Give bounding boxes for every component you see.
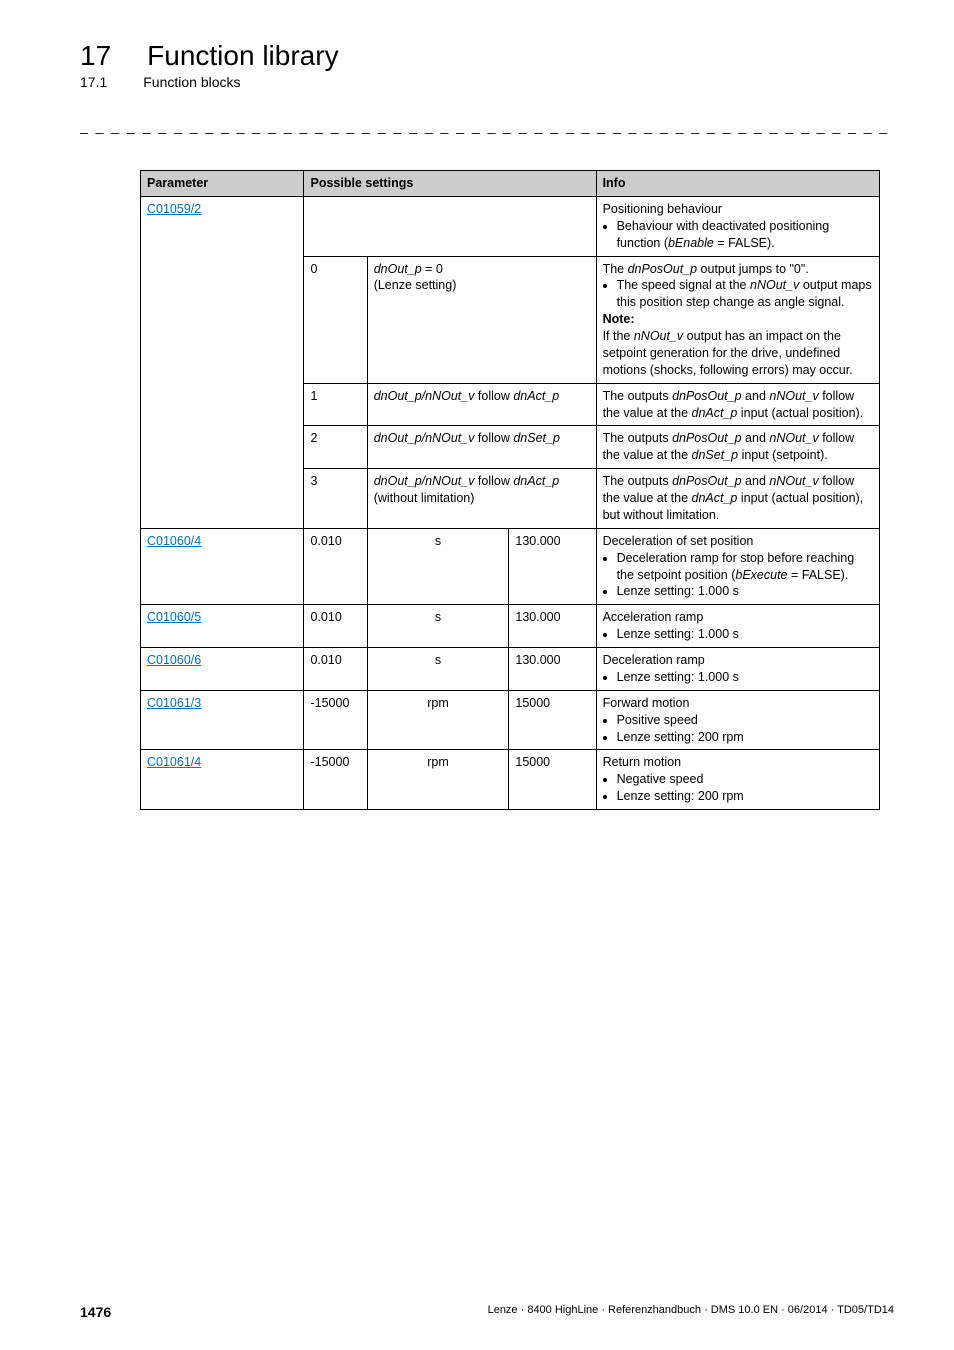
info-cell: The outputs dnPosOut_p and nNOut_v follo… xyxy=(596,426,879,469)
footer-meta: Lenze · 8400 HighLine · Referenzhandbuch… xyxy=(488,1304,894,1320)
setting-index: 3 xyxy=(304,469,367,529)
param-cell: C01060/4 xyxy=(141,528,304,605)
info-cell: Deceleration ramp Lenze setting: 1.000 s xyxy=(596,648,879,691)
info-lead: Positioning behaviour xyxy=(603,202,723,216)
table-row: C01061/4 -15000 rpm 15000 Return motion … xyxy=(141,750,880,810)
unit-cell: s xyxy=(367,648,509,691)
settings-cell-empty xyxy=(304,196,596,256)
page-number: 1476 xyxy=(80,1304,111,1320)
param-cell: C01059/2 xyxy=(141,196,304,528)
info-bullet: Lenze setting: 1.000 s xyxy=(617,669,873,686)
param-link[interactable]: C01061/3 xyxy=(147,696,201,710)
param-cell: C01061/4 xyxy=(141,750,304,810)
info-bullet: Positive speed xyxy=(617,712,873,729)
max-cell: 130.000 xyxy=(509,528,596,605)
param-link[interactable]: C01059/2 xyxy=(147,202,201,216)
info-note: Note: xyxy=(603,312,635,326)
info-bullet: Deceleration ramp for stop before reachi… xyxy=(617,550,873,584)
subchapter-number: 17.1 xyxy=(80,74,107,90)
info-bullet: Lenze setting: 200 rpm xyxy=(617,729,873,746)
info-bullet: Lenze setting: 200 rpm xyxy=(617,788,873,805)
info-bullet: Lenze setting: 1.000 s xyxy=(617,626,873,643)
param-link[interactable]: C01060/5 xyxy=(147,610,201,624)
info-cell: Acceleration ramp Lenze setting: 1.000 s xyxy=(596,605,879,648)
param-link[interactable]: C01061/4 xyxy=(147,755,201,769)
param-link[interactable]: C01060/6 xyxy=(147,653,201,667)
min-cell: 0.010 xyxy=(304,605,367,648)
unit-cell: rpm xyxy=(367,750,509,810)
chapter-title: Function library xyxy=(147,40,338,72)
info-bullet: Negative speed xyxy=(617,771,873,788)
page-footer: 1476 Lenze · 8400 HighLine · Referenzhan… xyxy=(80,1304,894,1320)
th-possible-settings: Possible settings xyxy=(304,171,596,197)
param-link[interactable]: C01060/4 xyxy=(147,534,201,548)
min-cell: 0.010 xyxy=(304,528,367,605)
info-cell: Return motion Negative speed Lenze setti… xyxy=(596,750,879,810)
info-cell: The outputs dnPosOut_p and nNOut_v follo… xyxy=(596,383,879,426)
min-cell: 0.010 xyxy=(304,648,367,691)
table-row: C01059/2 Positioning behaviour Behaviour… xyxy=(141,196,880,256)
info-lead: Acceleration ramp xyxy=(603,610,704,624)
th-parameter: Parameter xyxy=(141,171,304,197)
setting-index: 2 xyxy=(304,426,367,469)
param-cell: C01061/3 xyxy=(141,690,304,750)
info-cell: The dnPosOut_p output jumps to "0". The … xyxy=(596,256,879,383)
table-row: C01060/4 0.010 s 130.000 Deceleration of… xyxy=(141,528,880,605)
setting-desc: dnOut_p/nNOut_v follow dnAct_p xyxy=(367,383,596,426)
page: 17 Function library 17.1 Function blocks… xyxy=(0,0,954,1350)
info-lead: Deceleration ramp xyxy=(603,653,705,667)
unit-cell: s xyxy=(367,605,509,648)
info-lead: Forward motion xyxy=(603,696,690,710)
info-lead: Deceleration of set position xyxy=(603,534,754,548)
table-row: C01060/6 0.010 s 130.000 Deceleration ra… xyxy=(141,648,880,691)
info-bullet: The speed signal at the nNOut_v output m… xyxy=(617,277,873,311)
info-bullet: Lenze setting: 1.000 s xyxy=(617,583,873,600)
subchapter-title: Function blocks xyxy=(143,74,240,90)
unit-cell: rpm xyxy=(367,690,509,750)
max-cell: 130.000 xyxy=(509,648,596,691)
setting-index: 1 xyxy=(304,383,367,426)
max-cell: 130.000 xyxy=(509,605,596,648)
chapter-number: 17 xyxy=(80,40,111,72)
info-cell: Positioning behaviour Behaviour with dea… xyxy=(596,196,879,256)
unit-cell: s xyxy=(367,528,509,605)
info-bullet: Behaviour with deactivated positioning f… xyxy=(617,218,873,252)
setting-desc: dnOut_p/nNOut_v follow dnSet_p xyxy=(367,426,596,469)
param-cell: C01060/6 xyxy=(141,648,304,691)
max-cell: 15000 xyxy=(509,750,596,810)
chapter-heading: 17 Function library xyxy=(80,40,894,72)
min-cell: -15000 xyxy=(304,690,367,750)
divider: _ _ _ _ _ _ _ _ _ _ _ _ _ _ _ _ _ _ _ _ … xyxy=(80,118,894,134)
setting-index: 0 xyxy=(304,256,367,383)
info-cell: The outputs dnPosOut_p and nNOut_v follo… xyxy=(596,469,879,529)
min-cell: -15000 xyxy=(304,750,367,810)
info-cell: Deceleration of set position Deceleratio… xyxy=(596,528,879,605)
max-cell: 15000 xyxy=(509,690,596,750)
subchapter-heading: 17.1 Function blocks xyxy=(80,74,894,90)
info-cell: Forward motion Positive speed Lenze sett… xyxy=(596,690,879,750)
th-info: Info xyxy=(596,171,879,197)
table-row: C01060/5 0.010 s 130.000 Acceleration ra… xyxy=(141,605,880,648)
setting-desc: dnOut_p = 0 (Lenze setting) xyxy=(367,256,596,383)
param-cell: C01060/5 xyxy=(141,605,304,648)
parameter-table: Parameter Possible settings Info C01059/… xyxy=(140,170,880,810)
setting-desc: dnOut_p/nNOut_v follow dnAct_p (without … xyxy=(367,469,596,529)
table-header-row: Parameter Possible settings Info xyxy=(141,171,880,197)
table-row: C01061/3 -15000 rpm 15000 Forward motion… xyxy=(141,690,880,750)
info-lead: Return motion xyxy=(603,755,682,769)
